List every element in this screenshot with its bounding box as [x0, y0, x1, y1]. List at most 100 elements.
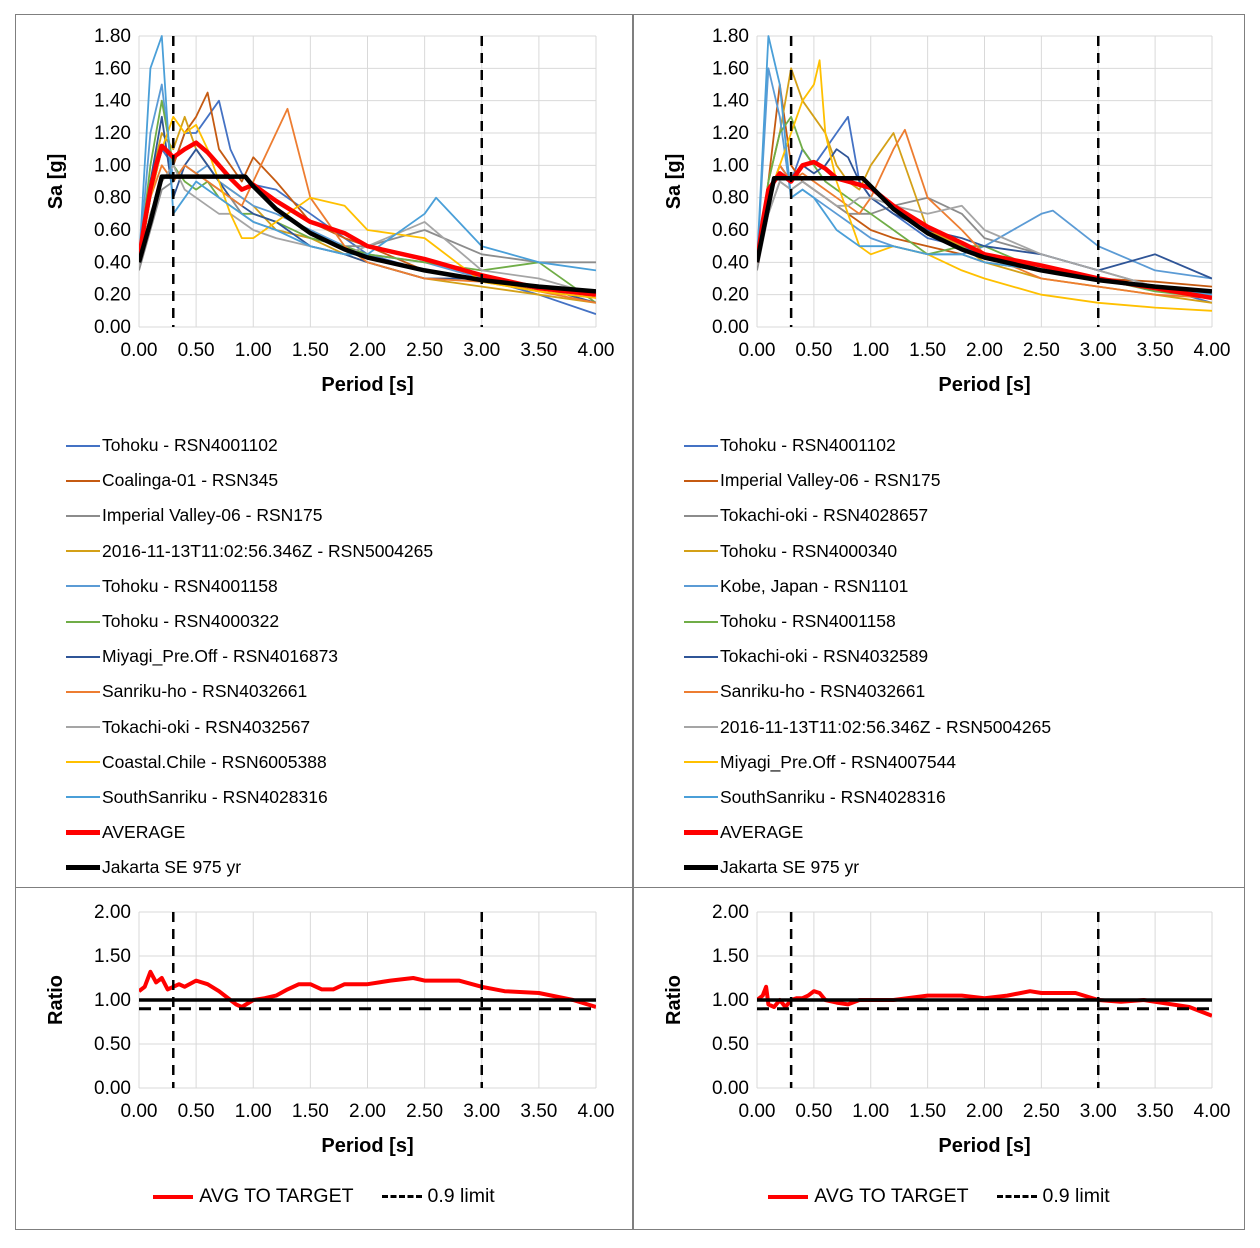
legend-avg-to-target: AVG TO TARGET — [153, 1185, 354, 1208]
legend-swatch — [66, 620, 100, 623]
x-tick-label: 4.00 — [578, 340, 615, 361]
legend-item: Kobe, Japan - RSN1101 — [684, 569, 1244, 604]
legend-item: Tohoku - RSN4000340 — [684, 534, 1244, 569]
legend-swatch — [66, 479, 100, 482]
right-legend: Tohoku - RSN4001102 Imperial Valley-06 - … — [684, 428, 1244, 885]
left-spectrum-chart: 0.00 0.20 0.40 0.60 0.80 1.00 1.20 1.40 1.60 1.80… — [45, 26, 615, 396]
legend-swatch — [66, 444, 100, 447]
x-tick-label: 0.50 — [795, 340, 832, 361]
series-line-jakarta-se-975-yr — [139, 174, 596, 294]
panel-divider — [634, 887, 1244, 888]
x-tick-label: 2.00 — [966, 340, 1003, 361]
x-tick-label: 3.50 — [520, 340, 557, 361]
x-axis-title: Period [s] — [938, 1135, 1030, 1157]
legend-item: Imperial Valley-06 - RSN175 — [684, 463, 1244, 498]
legend-item: Tohoku - RSN4001158 — [684, 604, 1244, 639]
x-tick-label: 1.50 — [292, 1101, 329, 1122]
legend-label: Jakarta SE 975 yr — [720, 857, 860, 878]
legend-label: SouthSanriku - RSN4028316 — [102, 786, 328, 807]
legend-swatch — [996, 1195, 1037, 1198]
y-axis-title: Sa [g] — [663, 154, 685, 210]
y-tick-label: 1.40 — [712, 91, 749, 112]
panel-divider — [16, 887, 632, 888]
y-tick-label: 0.20 — [94, 285, 131, 306]
y-tick-label: 0.00 — [712, 1078, 749, 1099]
legend-label: Sanriku-ho - RSN4032661 — [720, 681, 926, 702]
x-tick-label: 2.00 — [349, 1101, 386, 1122]
legend-label: AVERAGE — [720, 822, 804, 843]
series-line-miyagi-pre-off-rsn4007544 — [757, 59, 1212, 312]
legend-swatch — [381, 1195, 422, 1198]
y-tick-label: 1.80 — [94, 26, 131, 47]
legend-item: Sanriku-ho - RSN4032661 — [66, 674, 626, 709]
legend-0-9-limit: 0.9 limit — [381, 1185, 495, 1208]
legend-item: Sanriku-ho - RSN4032661 — [684, 674, 1244, 709]
x-tick-label: 0.50 — [178, 340, 215, 361]
legend-item: 2016-11-13T11:02:56.346Z - RSN5004265 — [684, 710, 1244, 745]
legend-swatch — [684, 865, 718, 871]
legend-item: Imperial Valley-06 - RSN175 — [66, 498, 626, 533]
legend-item: Jakarta SE 975 yr — [66, 850, 626, 885]
y-tick-label: 2.00 — [94, 902, 131, 923]
legend-label: 0.9 limit — [1042, 1185, 1110, 1207]
x-tick-label: 4.00 — [1194, 340, 1231, 361]
legend-label: 2016-11-13T11:02:56.346Z - RSN5004265 — [720, 716, 1052, 737]
legend-item: Tokachi-oki - RSN4028657 — [684, 498, 1244, 533]
legend-label: Tokachi-oki - RSN4028657 — [720, 505, 929, 526]
x-tick-label: 3.00 — [1080, 1101, 1117, 1122]
legend-label: AVERAGE — [102, 822, 186, 843]
y-tick-label: 0.00 — [94, 317, 131, 338]
legend-label: Miyagi_Pre.Off - RSN4016873 — [102, 646, 339, 667]
legend-swatch — [684, 585, 718, 588]
legend-item: Tohoku - RSN4000322 — [66, 604, 626, 639]
x-tick-label: 0.00 — [739, 340, 776, 361]
legend-swatch — [66, 761, 100, 764]
legend-item: Miyagi_Pre.Off - RSN4007544 — [684, 745, 1244, 780]
legend-swatch — [66, 550, 100, 553]
x-tick-label: 1.00 — [852, 340, 889, 361]
x-tick-label: 1.50 — [292, 340, 329, 361]
legend-label: Imperial Valley-06 - RSN175 — [102, 505, 323, 526]
legend-0-9-limit: 0.9 limit — [996, 1185, 1110, 1208]
x-tick-label: 2.50 — [406, 340, 443, 361]
y-axis-title: Sa [g] — [45, 154, 67, 210]
right-panel: 0.00 0.20 0.40 0.60 0.80 1.00 1.20 1.40 1.60 1.80… — [633, 14, 1245, 1230]
legend-swatch — [684, 550, 718, 553]
legend-item: Tohoku - RSN4001102 — [684, 428, 1244, 463]
legend-label: Tohoku - RSN4000322 — [102, 611, 280, 632]
legend-swatch — [684, 514, 718, 517]
x-tick-label: 1.50 — [909, 340, 946, 361]
y-tick-label: 1.20 — [712, 123, 749, 144]
x-axis-title: Period [s] — [938, 374, 1030, 396]
x-tick-label: 3.00 — [463, 340, 500, 361]
y-tick-label: 1.20 — [94, 123, 131, 144]
legend-label: Coalinga-01 - RSN345 — [102, 470, 279, 491]
y-tick-label: 0.40 — [712, 252, 749, 273]
x-tick-label: 1.00 — [852, 1101, 889, 1122]
series-line-avg-to-target — [139, 969, 596, 1009]
y-tick-label: 0.00 — [94, 1078, 131, 1099]
legend-swatch — [684, 620, 718, 623]
y-tick-label: 0.40 — [94, 252, 131, 273]
legend-item: Tokachi-oki - RSN4032567 — [66, 710, 626, 745]
x-tick-label: 3.50 — [1137, 340, 1174, 361]
series-group — [757, 984, 1212, 1018]
legend-item: 2016-11-13T11:02:56.346Z - RSN5004265 — [66, 534, 626, 569]
x-tick-label: 0.00 — [121, 1101, 158, 1122]
legend-swatch — [684, 830, 718, 836]
series-line-coastal-chile-rsn6005388 — [139, 115, 596, 299]
y-tick-label: 0.50 — [94, 1034, 131, 1055]
x-tick-label: 2.50 — [406, 1101, 443, 1122]
series-line-southsanriku-rsn4028316 — [139, 35, 596, 272]
legend-item: Miyagi_Pre.Off - RSN4016873 — [66, 639, 626, 674]
x-tick-label: 2.50 — [1023, 1101, 1060, 1122]
legend-label: AVG TO TARGET — [814, 1185, 969, 1207]
legend-swatch — [66, 865, 100, 871]
y-tick-label: 1.00 — [712, 155, 749, 176]
legend-item: SouthSanriku - RSN4028316 — [684, 780, 1244, 815]
legend-label: Imperial Valley-06 - RSN175 — [720, 470, 941, 491]
legend-swatch — [66, 726, 100, 729]
y-tick-label: 0.80 — [712, 188, 749, 209]
y-tick-label: 1.50 — [94, 946, 131, 967]
legend-swatch — [684, 655, 718, 658]
